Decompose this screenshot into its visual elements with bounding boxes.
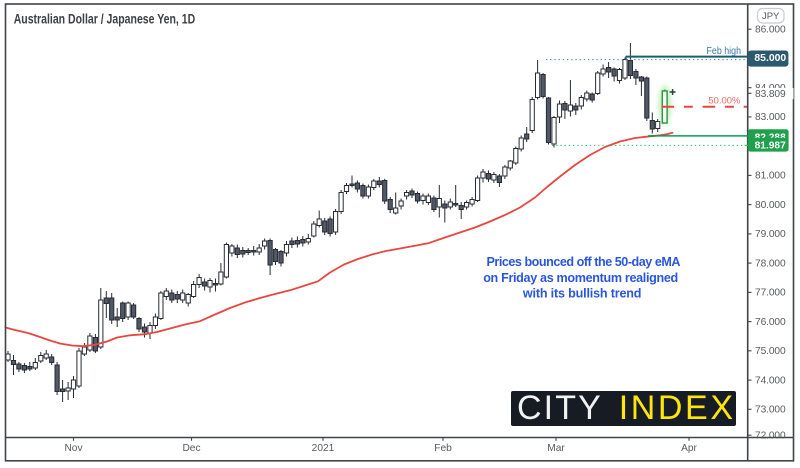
svg-text:85.000: 85.000	[754, 53, 786, 64]
svg-text:78.000: 78.000	[755, 258, 786, 269]
svg-text:Apr: Apr	[681, 443, 697, 454]
svg-text:CITY: CITY	[517, 389, 603, 427]
svg-text:Nov: Nov	[64, 443, 83, 454]
svg-text:72.000: 72.000	[755, 430, 786, 441]
svg-text:74.000: 74.000	[755, 375, 786, 386]
svg-text:Feb: Feb	[434, 443, 452, 454]
svg-text:76.000: 76.000	[755, 317, 786, 328]
svg-text:2021: 2021	[312, 443, 335, 454]
svg-text:Mar: Mar	[547, 443, 565, 454]
svg-text:83.000: 83.000	[755, 112, 786, 123]
svg-text:80.000: 80.000	[755, 200, 786, 211]
svg-text:Dec: Dec	[182, 443, 200, 454]
svg-text:75.000: 75.000	[755, 346, 786, 357]
svg-text:83.809: 83.809	[755, 89, 786, 100]
svg-text:Feb high: Feb high	[707, 46, 742, 57]
svg-text:Australian Dollar / Japanese Y: Australian Dollar / Japanese Yen, 1D	[14, 12, 196, 27]
svg-text:50.00%: 50.00%	[708, 95, 741, 106]
svg-text:81.000: 81.000	[755, 171, 786, 182]
svg-text:77.000: 77.000	[755, 288, 786, 299]
svg-text:81.987: 81.987	[755, 141, 786, 152]
svg-text:79.000: 79.000	[755, 229, 786, 240]
svg-text:73.000: 73.000	[755, 405, 786, 416]
svg-text:INDEX: INDEX	[619, 389, 736, 427]
svg-text:on Friday as momentum realigne: on Friday as momentum realigned	[483, 271, 678, 285]
svg-text:86.000: 86.000	[755, 24, 786, 35]
svg-text:Prices bounced off the 50-day: Prices bounced off the 50-day eMA	[487, 255, 681, 269]
svg-text:with its bullish trend: with its bullish trend	[522, 286, 642, 300]
svg-text:JPY: JPY	[762, 11, 780, 22]
